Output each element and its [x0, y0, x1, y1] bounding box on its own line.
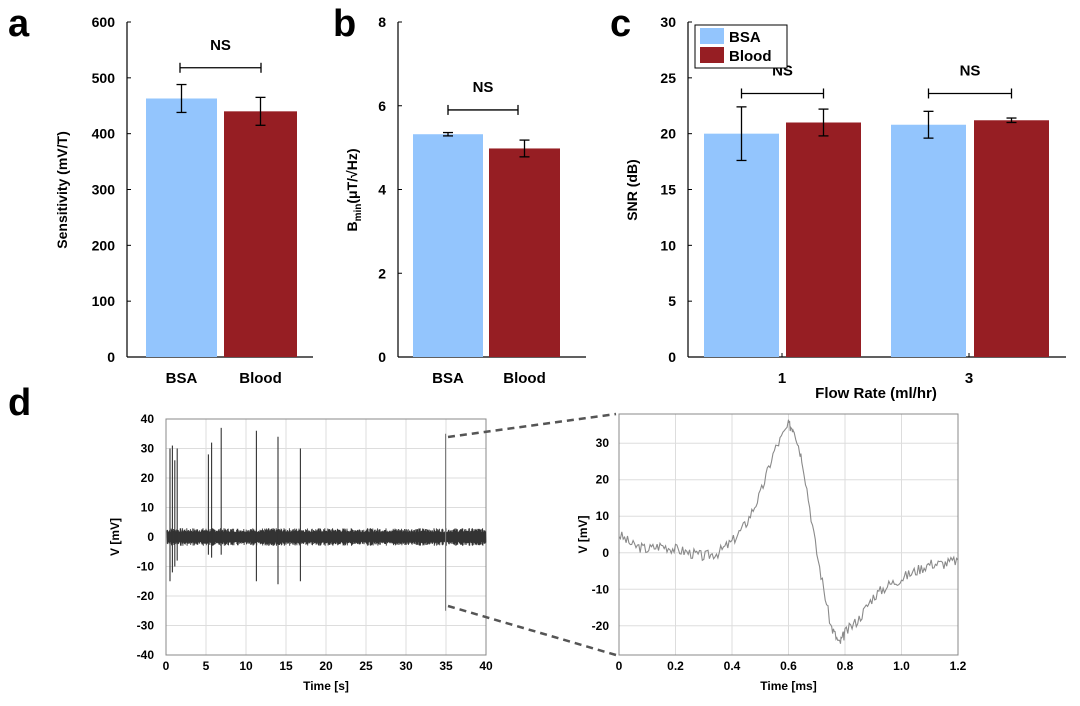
y-tick-label: 400 [92, 126, 116, 142]
y-tick-label: 0 [602, 546, 609, 560]
y-tick-label: 0 [378, 349, 386, 365]
y-tick-label: -40 [137, 648, 155, 662]
y-tick-label: 500 [92, 70, 116, 86]
bar-bsa-1 [704, 133, 779, 357]
panel-d-right-chart: 0 0.2 0.4 0.6 0.8 1.0 1.2 -20 -10 0 10 20 30 Time [ms… [576, 413, 967, 693]
x-tick-label: 1.2 [950, 659, 967, 673]
x-tick-label: 40 [479, 659, 493, 673]
y-tick-label: 30 [141, 442, 155, 456]
y-tick-label: 40 [141, 412, 155, 426]
y-tick-label: 4 [378, 182, 386, 198]
y-tick-label: 10 [596, 509, 610, 523]
zoom-connectors [447, 412, 617, 657]
y-tick-label: -10 [137, 560, 155, 574]
panel-letter-c: c [610, 3, 631, 45]
bar-bsa [413, 134, 483, 357]
y-tick-label: 20 [141, 471, 155, 485]
panel-d-left-chart: 0 5 10 15 20 25 30 35 40 -40 -30 -20 -10 0 10 20 30 40 Tim… [108, 412, 493, 693]
x-category-label: Blood [503, 370, 546, 387]
panel-b-chart: 0 2 4 6 8 BSA Blood NS Bmin(μT/√Hz) [344, 14, 586, 387]
y-tick-label: 6 [378, 98, 386, 114]
x-axis-label: Time [s] [303, 679, 349, 693]
x-tick-label: 0.4 [724, 659, 741, 673]
x-tick-label: 0.2 [667, 659, 684, 673]
x-tick-label: 0.6 [780, 659, 797, 673]
x-tick-label: 25 [359, 659, 373, 673]
legend-label: Blood [729, 48, 772, 65]
y-axis-label: Sensitivity (mV/T) [54, 131, 70, 248]
y-tick-label: 8 [378, 14, 386, 30]
bar-bsa-3 [891, 124, 966, 357]
plot-frame [618, 413, 959, 656]
y-tick-label: 20 [660, 126, 676, 142]
y-axis-label: Bmin(μT/√Hz) [344, 148, 364, 231]
y-axis-label: V [mV] [576, 515, 590, 553]
x-category-label: BSA [166, 370, 198, 387]
y-axis-label: SNR (dB) [624, 159, 640, 220]
bar-blood [224, 111, 297, 357]
x-tick-label: 30 [399, 659, 413, 673]
legend-label: BSA [729, 29, 761, 46]
y-tick-label: -10 [592, 582, 610, 596]
y-axis-label: V [mV] [108, 518, 122, 556]
x-tick-label: 10 [239, 659, 253, 673]
bar-bsa [146, 98, 217, 357]
legend-swatch-bsa [700, 28, 724, 44]
y-tick-label: 5 [668, 293, 676, 309]
x-category-label: 1 [778, 370, 786, 387]
voltage-trace [166, 528, 487, 546]
y-tick-label: 200 [92, 237, 116, 253]
x-axis-label: Time [ms] [760, 679, 816, 693]
y-tick-label: 10 [660, 237, 676, 253]
panel-letter-b: b [333, 3, 356, 45]
bar-blood [489, 148, 560, 357]
y-tick-label: -30 [137, 619, 155, 633]
waveform-trace [618, 419, 959, 644]
y-tick-label: 0 [107, 349, 115, 365]
significance-label: NS [473, 79, 494, 96]
panel-a-chart: 0 100 200 300 400 500 600 BSA Blood NS Sensitivity… [54, 14, 313, 387]
x-tick-label: 20 [319, 659, 333, 673]
panel-letter-d: d [8, 382, 31, 424]
y-tick-label: 30 [660, 14, 676, 30]
y-tick-label: 2 [378, 265, 386, 281]
y-tick-label: 300 [92, 182, 116, 198]
y-tick-label: -20 [137, 589, 155, 603]
x-tick-label: 0.8 [837, 659, 854, 673]
bar-blood-1 [786, 122, 861, 357]
y-tick-label: -20 [592, 619, 610, 633]
zoom-connector-bottom [447, 604, 617, 657]
legend-swatch-blood [700, 47, 724, 63]
y-tick-label: 100 [92, 293, 116, 309]
bar-blood-3 [974, 120, 1049, 358]
x-category-label: 3 [965, 370, 973, 387]
x-tick-label: 35 [439, 659, 453, 673]
y-tick-label: 15 [660, 182, 676, 198]
y-tick-label: 0 [147, 530, 154, 544]
x-tick-label: 5 [203, 659, 210, 673]
y-tick-label: 0 [668, 349, 676, 365]
x-tick-label: 15 [279, 659, 293, 673]
x-tick-label: 0 [163, 659, 170, 673]
zoom-connector-top [447, 412, 617, 439]
y-tick-label: 20 [596, 473, 610, 487]
y-tick-label: 600 [92, 14, 116, 30]
x-axis-label: Flow Rate (ml/hr) [815, 385, 937, 402]
x-tick-label: 1.0 [893, 659, 910, 673]
significance-label: NS [960, 62, 981, 79]
x-category-label: BSA [432, 370, 464, 387]
y-tick-label: 30 [596, 436, 610, 450]
x-category-label: Blood [239, 370, 282, 387]
y-tick-label: 10 [141, 501, 155, 515]
y-tick-label: 25 [660, 70, 676, 86]
x-tick-label: 0 [616, 659, 623, 673]
panel-letter-a: a [8, 3, 30, 45]
significance-label: NS [210, 37, 231, 54]
